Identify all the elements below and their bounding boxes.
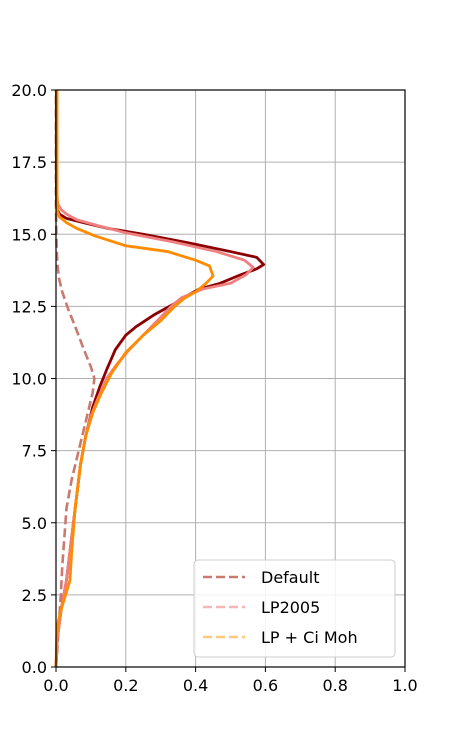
x-tick-label: 0.8 <box>322 676 347 695</box>
series-lines <box>54 90 266 668</box>
y-tick-label: 0.0 <box>22 658 47 677</box>
x-tick-label: 0.4 <box>183 676 208 695</box>
series-line-0 <box>54 90 96 668</box>
x-tick-label: 0.2 <box>113 676 138 695</box>
x-tick-label: 0.0 <box>43 676 68 695</box>
legend-box <box>193 559 396 658</box>
legend: Default LP2005 LP + Ci Moh <box>193 559 396 658</box>
legend-label: LP2005 <box>261 598 320 617</box>
x-tick-label: 1.0 <box>392 676 417 695</box>
y-tick-label: 10.0 <box>11 370 47 389</box>
y-tick-label: 7.5 <box>22 442 47 461</box>
series-line-5 <box>54 90 215 668</box>
y-tick-label: 2.5 <box>22 586 47 605</box>
axis-ticks: 0.0 0.2 0.4 0.6 0.8 1.0 0.0 2.5 5.0 7.5 10.0 12.5 15… <box>11 81 417 695</box>
y-tick-label: 5.0 <box>22 514 47 533</box>
y-tick-label: 15.0 <box>11 225 47 244</box>
x-tick-label: 0.6 <box>253 676 278 695</box>
legend-label: Default <box>261 568 319 587</box>
y-tick-label: 12.5 <box>11 297 47 316</box>
y-tick-label: 17.5 <box>11 153 47 172</box>
y-tick-label: 20.0 <box>11 81 47 100</box>
legend-label: LP + Ci Moh <box>261 628 358 647</box>
